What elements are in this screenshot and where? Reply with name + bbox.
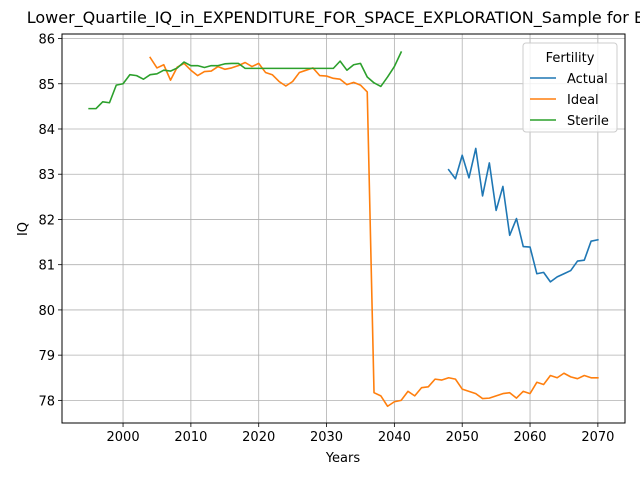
legend-items: Actual Ideal Sterile: [530, 72, 609, 129]
y-tick-label: 82: [38, 213, 55, 228]
series-line-actual: [447, 147, 599, 283]
y-tick-label: 85: [38, 78, 55, 93]
y-tick-label: 81: [38, 259, 55, 274]
y-tick-label: 78: [38, 394, 55, 409]
chart-title: Lower_Quartile_IQ_in_EXPENDITURE_FOR_SPA…: [27, 8, 640, 28]
x-tick-label: 2000: [107, 430, 140, 445]
x-tick-label: 2020: [242, 430, 275, 445]
x-axis-label: Years: [325, 451, 361, 466]
y-tick-label: 86: [38, 33, 55, 48]
x-tick-label: 2040: [378, 430, 411, 445]
series-line-ideal: [149, 56, 599, 408]
x-tick-label: 2070: [581, 430, 614, 445]
legend-label-sterile: Sterile: [567, 114, 609, 129]
legend-title: Fertility: [546, 51, 595, 66]
x-tick-label: 2010: [174, 430, 207, 445]
legend-box: [522, 42, 618, 133]
y-tick-label: 79: [38, 349, 55, 364]
legend-label-ideal: Ideal: [567, 93, 599, 108]
x-tick-label: 2060: [513, 430, 546, 445]
x-tick-label: 2030: [310, 430, 343, 445]
legend: Fertility Actual Ideal Sterile: [522, 42, 618, 133]
x-axis: 2000 2010 2020 2030 2040 2050 2060 2070: [107, 423, 614, 445]
plot-frame: [61, 33, 626, 424]
y-axis-label: IQ: [16, 222, 31, 236]
series-line-sterile: [88, 51, 403, 110]
legend-label-actual: Actual: [567, 72, 608, 87]
y-tick-label: 84: [38, 123, 55, 138]
y-tick-label: 80: [38, 304, 55, 319]
y-axis: 78 79 80 81 82 83 84 85 86: [38, 33, 62, 409]
series-layer: [88, 51, 599, 408]
x-tick-label: 2050: [446, 430, 479, 445]
y-tick-label: 83: [38, 168, 55, 183]
